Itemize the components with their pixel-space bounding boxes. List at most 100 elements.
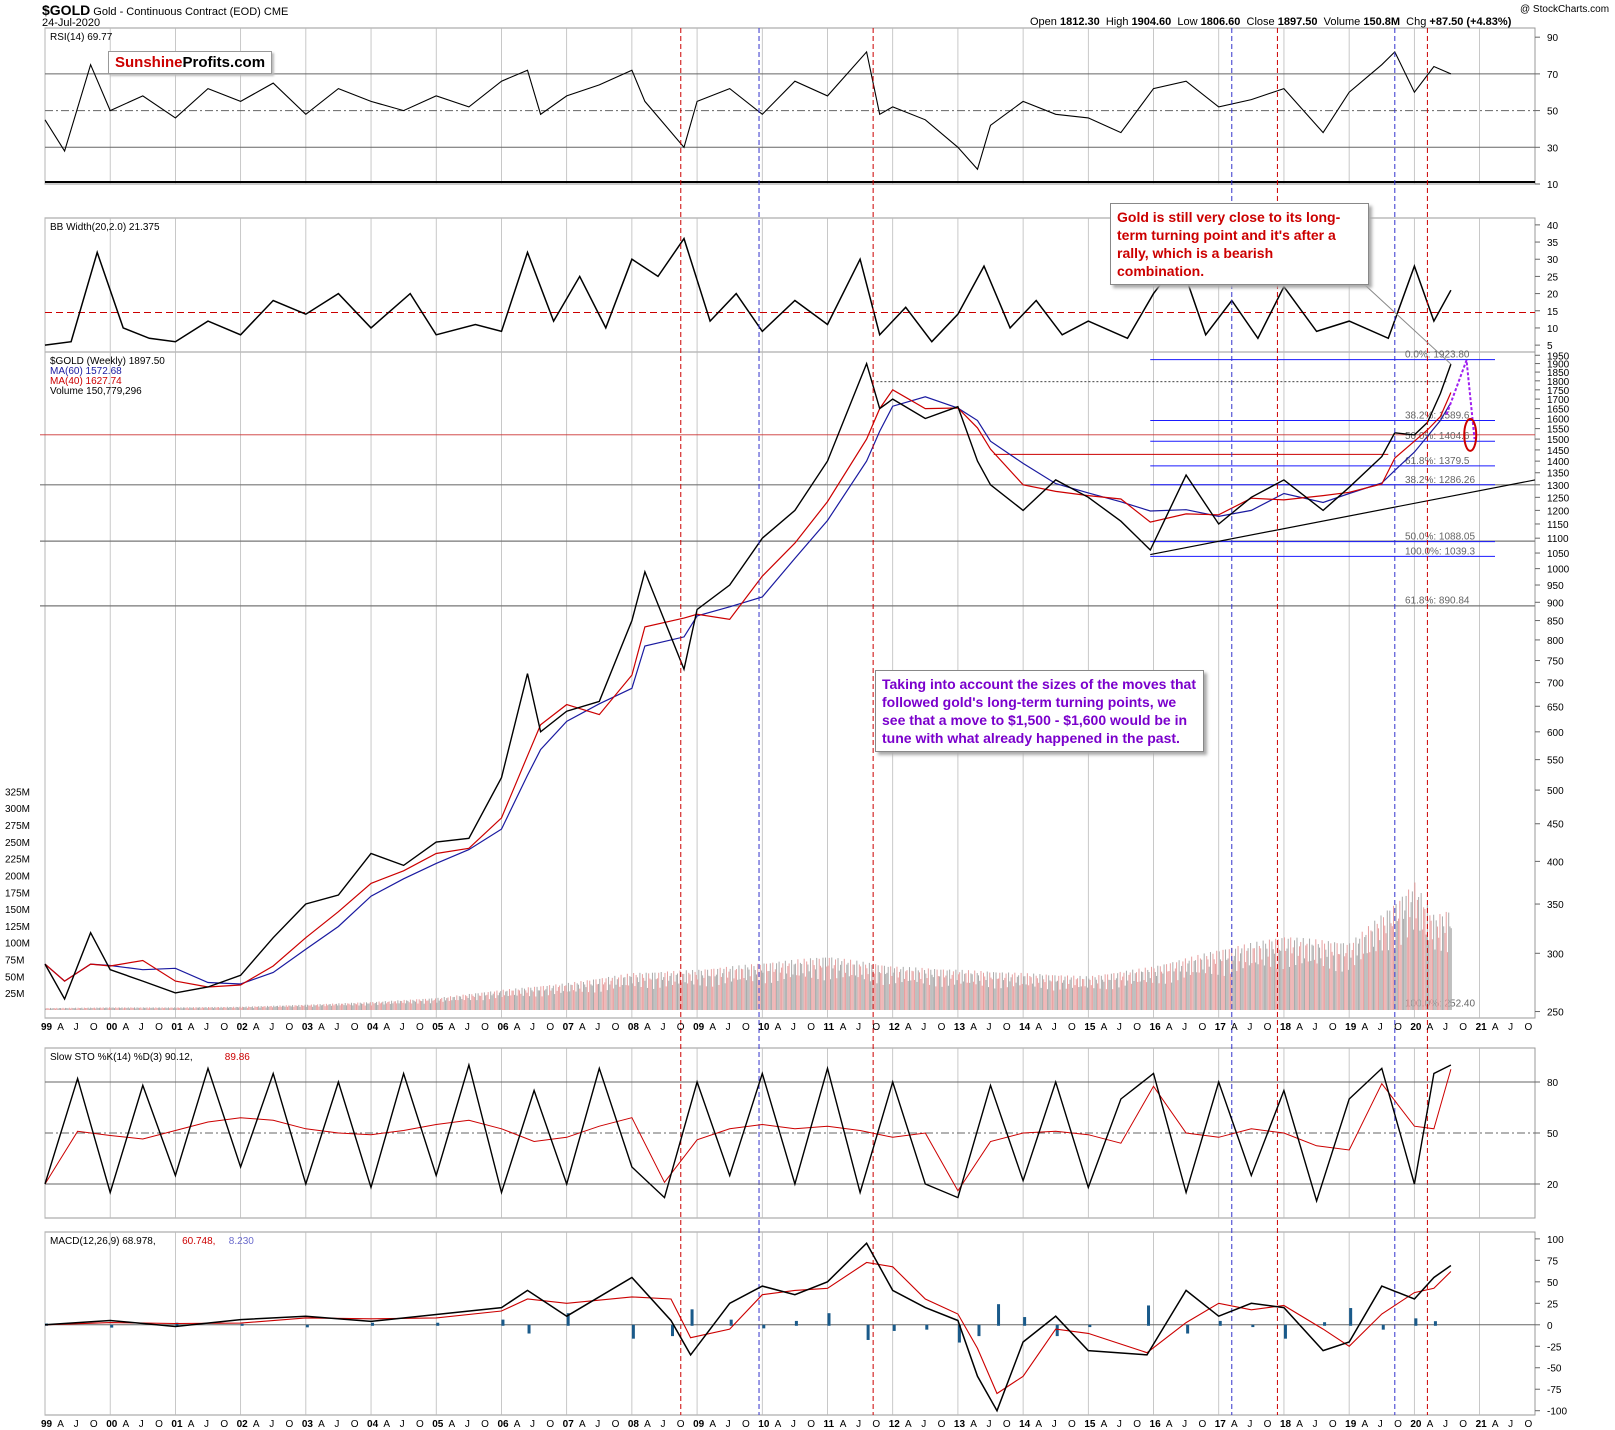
volume-bar — [792, 974, 794, 1010]
bbwidth-tick-label: 15 — [1547, 307, 1559, 318]
volume-bar — [1233, 955, 1235, 1010]
high-value: 1904.60 — [1131, 16, 1172, 28]
volume-bar — [181, 1008, 183, 1010]
volume-bar — [423, 1003, 425, 1010]
volume-bar — [1000, 988, 1002, 1010]
volume-bar — [640, 986, 642, 1010]
x-axis-label: 12 — [889, 1419, 901, 1430]
volume-bar — [1147, 969, 1149, 1010]
volume-bar — [473, 996, 475, 1010]
volume-bar — [106, 1007, 108, 1010]
x-axis-label: J — [334, 1419, 339, 1430]
volume-bar — [575, 991, 577, 1010]
volume-bar — [799, 962, 801, 1010]
volume-bar — [766, 963, 768, 1010]
x-axis-label: A — [1427, 1022, 1434, 1033]
volume-bar — [233, 1006, 235, 1010]
fib-label: 61.8%: 890.84 — [1405, 596, 1470, 607]
volume-bar — [1001, 972, 1003, 1010]
volume-bar — [350, 1002, 352, 1010]
volume-bar — [1235, 948, 1237, 1010]
volume-bar — [1281, 938, 1283, 1010]
volume-bar — [1334, 942, 1336, 1010]
volume-bar — [761, 970, 763, 1010]
volume-bar — [941, 986, 943, 1010]
volume-bar — [1079, 975, 1081, 1010]
volume-bar — [1153, 968, 1155, 1010]
macd-histogram-bar — [997, 1304, 1001, 1326]
volume-bar — [596, 984, 598, 1010]
volume-bar — [614, 975, 616, 1010]
volume-bar — [693, 984, 695, 1010]
volume-bar — [1290, 937, 1292, 1010]
volume-bar — [650, 979, 652, 1010]
volume-bar — [1098, 975, 1100, 1010]
volume-bar — [683, 973, 685, 1010]
volume-bar — [1374, 920, 1376, 1010]
volume-bar — [663, 977, 665, 1010]
volume-bar — [513, 994, 515, 1010]
volume-bar — [861, 974, 863, 1010]
x-axis-label: A — [514, 1022, 521, 1033]
x-axis-label: 05 — [432, 1022, 444, 1033]
volume-bar — [954, 984, 956, 1010]
volume-bar — [1240, 953, 1242, 1010]
volume-tick-label: 100M — [5, 939, 30, 950]
volume-bar — [1262, 940, 1264, 1010]
x-axis-label: A — [1361, 1022, 1368, 1033]
x-axis-label: 13 — [954, 1419, 966, 1430]
volume-bar — [1408, 889, 1410, 1010]
volume-bar — [1011, 974, 1013, 1010]
volume-bar — [710, 969, 712, 1010]
volume-bar — [274, 1006, 276, 1010]
volume-bar — [555, 984, 557, 1010]
volume-bar — [175, 1008, 177, 1010]
volume-bar — [284, 1006, 286, 1010]
volume-bar — [560, 992, 562, 1010]
volume-bar — [1367, 926, 1369, 1010]
volume-bar — [661, 979, 663, 1010]
volume-bar — [485, 995, 487, 1010]
volume-bar — [783, 979, 785, 1010]
x-axis-label: A — [253, 1022, 260, 1033]
volume-bar — [1337, 954, 1339, 1010]
bbwidth-tick-label: 30 — [1547, 255, 1559, 266]
x-axis-label: A — [775, 1419, 782, 1430]
volume-bar — [477, 993, 479, 1010]
volume-bar — [505, 991, 507, 1010]
volume-bar — [210, 1007, 212, 1010]
macd-histogram-bar — [827, 1313, 831, 1326]
volume-bar — [961, 969, 963, 1010]
volume-bar — [467, 997, 469, 1010]
volume-bar — [1060, 975, 1062, 1010]
volume-bar — [679, 970, 681, 1010]
volume-bar — [179, 1007, 181, 1010]
x-axis-label: 01 — [171, 1022, 183, 1033]
volume-bar — [149, 1007, 151, 1010]
x-axis-label: J — [1378, 1022, 1383, 1033]
volume-bar — [1388, 950, 1390, 1010]
volume-bar — [702, 975, 704, 1010]
volume-bar — [493, 991, 495, 1010]
volume-bar — [1421, 929, 1423, 1010]
volume-bar — [774, 969, 776, 1010]
x-axis-label: J — [139, 1022, 144, 1033]
volume-bar — [867, 974, 869, 1010]
volume-bar — [927, 968, 929, 1010]
macd-histogram-bar — [925, 1324, 929, 1330]
volume-bar — [387, 1001, 389, 1010]
x-axis-label: O — [286, 1022, 294, 1033]
volume-bar — [357, 1002, 359, 1010]
volume-bar — [843, 958, 845, 1010]
volume-bar — [251, 1006, 253, 1010]
volume-bar — [1123, 972, 1125, 1010]
x-axis-label: J — [856, 1022, 861, 1033]
x-axis-label: A — [970, 1022, 977, 1033]
volume-bar — [559, 985, 561, 1010]
volume-bar — [263, 1006, 265, 1010]
volume-bar — [1296, 937, 1298, 1010]
volume-bar — [1135, 972, 1137, 1010]
macd-histogram-bar — [762, 1324, 766, 1329]
volume-bar — [1157, 965, 1159, 1010]
macd-histogram-bar — [501, 1319, 505, 1326]
